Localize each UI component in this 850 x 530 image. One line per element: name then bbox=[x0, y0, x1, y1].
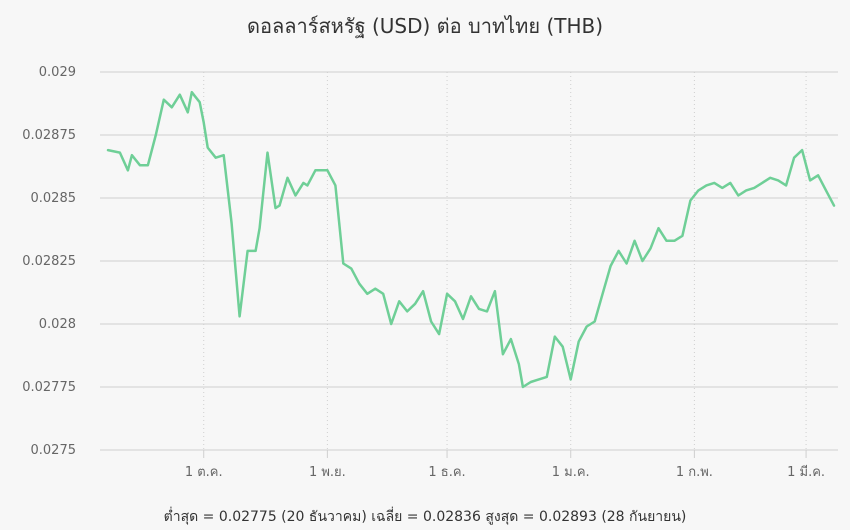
y-tick-label: 0.02775 bbox=[22, 380, 76, 395]
y-tick-label: 0.029 bbox=[39, 65, 76, 80]
y-tick-label: 0.0285 bbox=[31, 191, 77, 206]
x-tick-label: 1 มี.ค. bbox=[787, 464, 825, 480]
axis-layer: 0.029 0.02875 0.0285 0.02825 0.028 0.02775 0.0… bbox=[22, 65, 825, 480]
x-tick-label: 1 ต.ค. bbox=[185, 465, 223, 480]
chart-title: ดอลลาร์สหรัฐ (USD) ต่อ บาทไทย (THB) bbox=[246, 14, 604, 38]
line-layer bbox=[106, 90, 836, 389]
series-line-0 bbox=[106, 90, 836, 389]
y-tick-label: 0.028 bbox=[39, 317, 76, 332]
y-tick-label: 0.02875 bbox=[22, 128, 76, 143]
y-tick-label: 0.0275 bbox=[31, 443, 77, 458]
chart-footer-stats: ต่ำสุด = 0.02775 (20 ธันวาคม) เฉลี่ย = 0… bbox=[163, 509, 687, 525]
x-tick-label: 1 ธ.ค. bbox=[428, 465, 465, 480]
y-tick-label: 0.02825 bbox=[22, 254, 76, 269]
x-tick-label: 1 ม.ค. bbox=[552, 465, 590, 480]
x-tick-label: 1 พ.ย. bbox=[309, 465, 346, 480]
x-tick-label: 1 ก.พ. bbox=[676, 465, 713, 480]
grid-layer bbox=[100, 71, 838, 451]
